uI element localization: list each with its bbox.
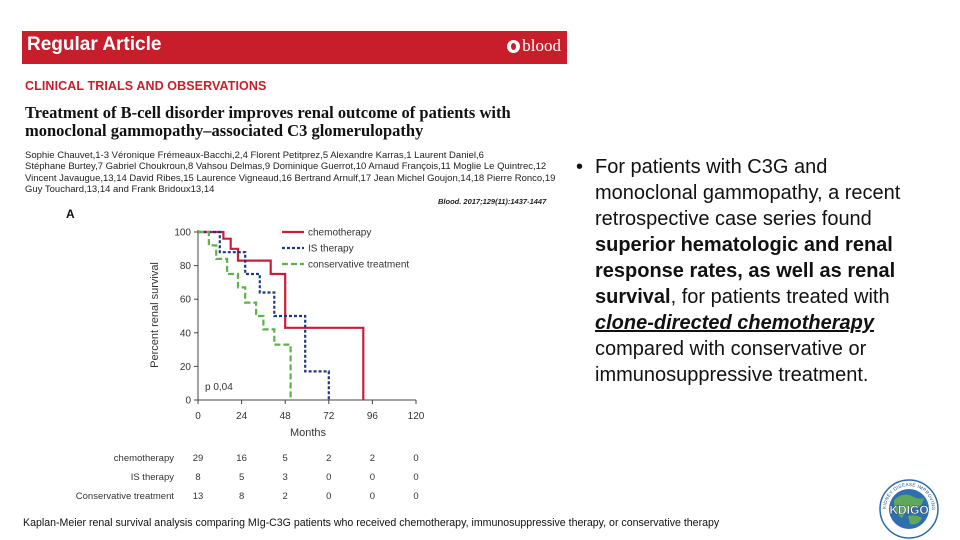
risk-row-label: IS therapy (131, 472, 175, 483)
author-line-2: Stéphane Burtey,7 Gabriel Choukroun,8 Va… (25, 161, 547, 173)
series-line-0 (198, 230, 365, 400)
chart-axes: 0 20 40 60 80 100 0 24 48 72 96 120 (174, 228, 424, 423)
blood-drop-icon (507, 39, 521, 53)
risk-cell: 0 (413, 472, 418, 483)
author-line-1: Sophie Chauvet,1-3 Véronique Frémeaux-Ba… (25, 150, 484, 161)
risk-row-label: Conservative treatment (76, 491, 175, 502)
risk-cell: 2 (370, 453, 375, 464)
bullet-text-1: For patients with C3G and monoclonal gam… (595, 156, 901, 230)
author-line-3: Vincent Javaugue,13,14 David Ribes,15 La… (25, 172, 556, 184)
y-tick-label: 100 (174, 228, 191, 239)
risk-cell: 13 (193, 491, 204, 502)
author-line-4: Guy Touchard,13,14 and Frank Bridoux13,1… (25, 184, 215, 196)
risk-cell: 5 (283, 453, 288, 464)
chart-legend: chemotherapy IS therapy conservative treat… (282, 228, 409, 271)
author-list: Sophie Chauvet,1-3 Véronique Frémeaux-Ba… (25, 150, 570, 196)
blood-logo: blood (507, 36, 561, 56)
risk-cell: 2 (326, 453, 331, 464)
p-value-annotation: p 0,04 (205, 382, 233, 393)
risk-cell: 0 (370, 472, 375, 483)
article-title: Treatment of B-cell disorder improves re… (25, 104, 570, 140)
x-tick-label: 96 (367, 411, 379, 422)
survival-curves (198, 230, 365, 400)
risk-cell: 0 (413, 491, 418, 502)
x-tick-label: 48 (280, 411, 292, 422)
panel-letter: A (66, 207, 75, 221)
banner-title: Regular Article (27, 34, 162, 55)
legend-label-1: IS therapy (308, 244, 354, 255)
y-tick-label: 0 (185, 396, 191, 407)
article-title-line-1: Treatment of B-cell disorder improves re… (25, 103, 511, 122)
x-axis-label: Months (290, 427, 327, 439)
y-axis-label: Percent renal survival (149, 262, 161, 368)
x-tick-label: 24 (236, 411, 248, 422)
y-tick-label: 60 (180, 295, 192, 306)
risk-cell: 8 (195, 472, 200, 483)
journal-citation: Blood. 2017;129(11):1437-1447 (438, 197, 547, 206)
risk-cell: 2 (283, 491, 288, 502)
risk-cell: 3 (283, 472, 288, 483)
x-tick-label: 120 (408, 411, 425, 422)
bullet-emphasis-1: superior hematologic and renal response … (595, 234, 896, 308)
series-line-2 (198, 230, 292, 400)
risk-row-label: chemotherapy (114, 453, 174, 464)
y-tick-label: 80 (180, 261, 192, 272)
bullet-body: For patients with C3G and monoclonal gam… (595, 154, 916, 388)
x-tick-label: 0 (195, 411, 201, 422)
bullet-text-3: compared with conservative or immunosupp… (595, 338, 869, 386)
legend-label-2: conservative treatment (308, 260, 409, 271)
series-line-1 (198, 230, 330, 400)
risk-cell: 0 (326, 491, 331, 502)
kdigo-logo-icon: KDIGO KIDNEY DISEASE IMPROVING GLOBAL OU… (878, 478, 939, 539)
risk-cell: 0 (413, 453, 418, 464)
legend-label-0: chemotherapy (308, 228, 371, 239)
risk-cell: 5 (239, 472, 244, 483)
figure-caption: Kaplan-Meier renal survival analysis com… (23, 517, 720, 529)
bullet-text-2: , for patients treated with (670, 286, 890, 308)
number-at-risk-table: chemotherapy 29 16 5 2 2 0 IS therapy 8 5 3 0 0 0 Cons… (76, 453, 419, 502)
bullet-emphasis-2: clone-directed chemotherapy (595, 312, 874, 334)
y-tick-label: 20 (180, 362, 192, 373)
risk-cell: 0 (326, 472, 331, 483)
bullet-marker: • (576, 156, 584, 178)
risk-cell: 29 (193, 453, 204, 464)
article-title-line-2: monoclonal gammopathy–associated C3 glom… (25, 121, 424, 140)
y-tick-label: 40 (180, 328, 192, 339)
risk-cell: 8 (239, 491, 244, 502)
risk-cell: 16 (236, 453, 247, 464)
section-label: CLINICAL TRIALS AND OBSERVATIONS (25, 79, 267, 93)
kdigo-logo-text: KDIGO (889, 503, 928, 517)
x-tick-label: 72 (323, 411, 335, 422)
article-banner: Regular Article blood (22, 31, 567, 64)
blood-logo-text: blood (522, 36, 561, 55)
risk-cell: 0 (370, 491, 375, 502)
summary-bullet: • For patients with C3G and monoclonal g… (576, 154, 916, 388)
